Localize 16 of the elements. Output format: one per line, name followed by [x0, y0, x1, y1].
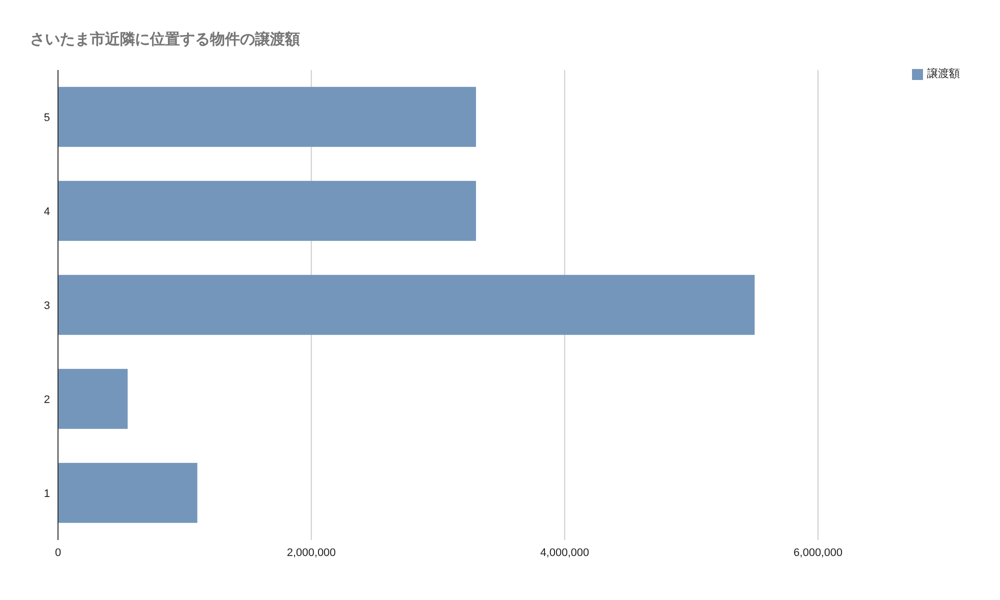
x-tick-label: 4,000,000 [540, 546, 590, 559]
bar [58, 180, 476, 241]
bar [58, 462, 198, 523]
bar [58, 274, 755, 335]
x-tick-label: 6,000,000 [794, 546, 842, 559]
y-tick-label: 1 [44, 488, 50, 500]
chart-title: さいたま市近隣に位置する物件の譲渡額 [30, 30, 300, 49]
y-tick-label: 3 [44, 300, 50, 312]
x-tick-label: 0 [54, 546, 62, 559]
y-tick-label: 5 [44, 112, 50, 124]
bar [58, 86, 476, 147]
y-tick-label: 2 [44, 394, 50, 406]
legend-label: 譲渡額 [927, 68, 960, 80]
x-tick-label: 2,000,000 [286, 546, 336, 559]
y-tick-label: 4 [44, 206, 50, 218]
bar [58, 368, 128, 429]
